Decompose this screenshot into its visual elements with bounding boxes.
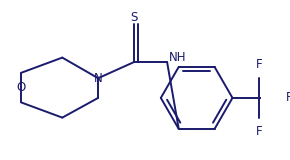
Text: NH: NH xyxy=(169,51,186,64)
Text: F: F xyxy=(256,58,263,71)
Text: F: F xyxy=(286,91,290,104)
Text: F: F xyxy=(256,125,263,138)
Text: N: N xyxy=(94,72,102,85)
Text: S: S xyxy=(130,11,138,24)
Text: O: O xyxy=(17,81,26,94)
